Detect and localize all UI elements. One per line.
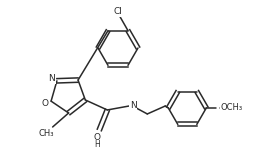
Text: H: H [94, 140, 100, 149]
Text: N: N [130, 102, 137, 111]
Text: O: O [42, 99, 49, 108]
Text: Cl: Cl [114, 7, 122, 16]
Text: CH₃: CH₃ [39, 130, 54, 138]
Text: O: O [222, 103, 229, 113]
Text: OCH₃: OCH₃ [220, 103, 242, 113]
Text: N: N [49, 74, 55, 83]
Text: O: O [94, 133, 101, 143]
